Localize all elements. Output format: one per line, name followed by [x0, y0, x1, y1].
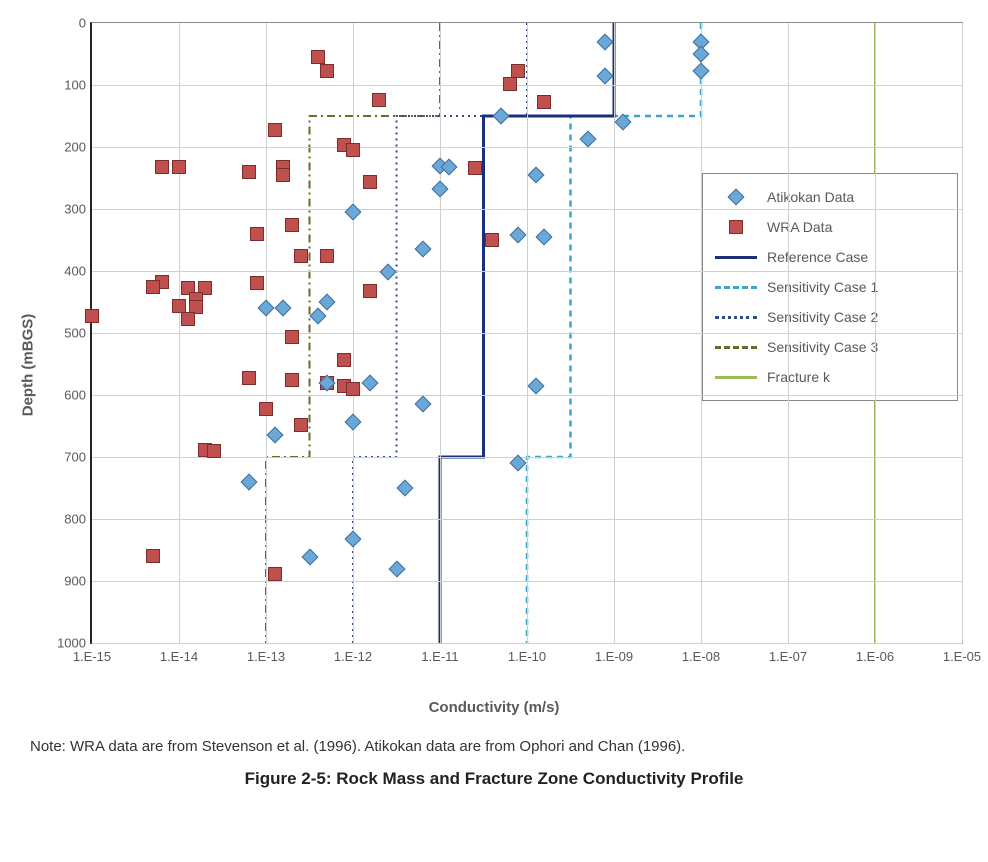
marker-wra [172, 160, 186, 174]
marker-wra [320, 249, 334, 263]
gridline-h [92, 457, 962, 458]
marker-wra [285, 330, 299, 344]
legend-item-atikokan: Atikokan Data [715, 182, 945, 212]
marker-wra [268, 567, 282, 581]
gridline-h [92, 209, 962, 210]
x-tick: 1.E-15 [73, 649, 111, 664]
legend-label: WRA Data [767, 219, 832, 235]
legend-swatch [715, 247, 757, 267]
gridline-h [92, 333, 962, 334]
legend-swatch [715, 217, 757, 237]
marker-wra [276, 168, 290, 182]
plot-area: Atikokan Data WRA Data Reference Case Sensi… [90, 22, 963, 644]
legend-label: Reference Case [767, 249, 868, 265]
legend-item-sens1: Sensitivity Case 1 [715, 272, 945, 302]
y-tick: 600 [64, 388, 86, 403]
legend-swatch [715, 187, 757, 207]
x-tick: 1.E-11 [421, 649, 458, 664]
marker-wra [181, 312, 195, 326]
legend-item-frac: Fracture k [715, 362, 945, 392]
y-tick: 200 [64, 140, 86, 155]
marker-wra [294, 249, 308, 263]
legend-item-ref: Reference Case [715, 242, 945, 272]
marker-wra [155, 160, 169, 174]
marker-wra [285, 373, 299, 387]
x-tick: 1.E-09 [595, 649, 633, 664]
marker-wra [250, 227, 264, 241]
x-tick: 1.E-14 [160, 649, 198, 664]
marker-wra [146, 280, 160, 294]
x-tick: 1.E-06 [856, 649, 894, 664]
gridline-h [92, 147, 962, 148]
legend-swatch [715, 277, 757, 297]
legend: Atikokan Data WRA Data Reference Case Sensi… [702, 173, 958, 401]
marker-wra [294, 418, 308, 432]
marker-wra [363, 175, 377, 189]
source-note: Note: WRA data are from Stevenson et al.… [30, 738, 958, 755]
x-tick: 1.E-07 [769, 649, 807, 664]
legend-swatch [715, 337, 757, 357]
y-axis-label: Depth (mBGS) [20, 314, 37, 417]
y-tick: 500 [64, 326, 86, 341]
marker-wra [503, 77, 517, 91]
marker-wra [468, 161, 482, 175]
legend-item-sens3: Sensitivity Case 3 [715, 332, 945, 362]
legend-label: Sensitivity Case 1 [767, 279, 878, 295]
legend-label: Sensitivity Case 3 [767, 339, 878, 355]
marker-wra [285, 218, 299, 232]
gridline-h [92, 643, 962, 644]
x-tick: 1.E-05 [943, 649, 981, 664]
marker-wra [485, 233, 499, 247]
marker-wra [85, 309, 99, 323]
gridline-h [92, 519, 962, 520]
marker-wra [268, 123, 282, 137]
legend-swatch [715, 307, 757, 327]
marker-wra [511, 64, 525, 78]
marker-wra [311, 50, 325, 64]
y-tick: 300 [64, 202, 86, 217]
conductivity-chart: Depth (mBGS) Atikokan Data WRA Data Refere… [10, 10, 978, 720]
y-tick: 100 [64, 78, 86, 93]
legend-label: Sensitivity Case 2 [767, 309, 878, 325]
y-tick: 0 [79, 16, 86, 31]
x-tick: 1.E-10 [508, 649, 546, 664]
marker-wra [250, 276, 264, 290]
gridline-v [962, 23, 963, 643]
marker-wra [146, 549, 160, 563]
x-tick: 1.E-13 [247, 649, 285, 664]
marker-wra [207, 444, 221, 458]
y-tick: 700 [64, 450, 86, 465]
marker-wra [337, 353, 351, 367]
gridline-h [92, 395, 962, 396]
x-tick: 1.E-12 [334, 649, 372, 664]
legend-label: Atikokan Data [767, 189, 854, 205]
marker-wra [537, 95, 551, 109]
marker-wra [346, 143, 360, 157]
x-tick: 1.E-08 [682, 649, 720, 664]
marker-wra [372, 93, 386, 107]
gridline-h [92, 85, 962, 86]
y-tick: 900 [64, 574, 86, 589]
legend-item-sens2: Sensitivity Case 2 [715, 302, 945, 332]
y-tick: 1000 [57, 636, 86, 651]
marker-wra [363, 284, 377, 298]
x-axis-label: Conductivity (m/s) [429, 699, 560, 716]
marker-wra [259, 402, 273, 416]
legend-label: Fracture k [767, 369, 830, 385]
gridline-h [92, 581, 962, 582]
legend-swatch [715, 367, 757, 387]
marker-wra [346, 382, 360, 396]
marker-wra [242, 165, 256, 179]
marker-wra [242, 371, 256, 385]
figure-caption: Figure 2-5: Rock Mass and Fracture Zone … [10, 769, 978, 789]
gridline-h [92, 271, 962, 272]
legend-item-wra: WRA Data [715, 212, 945, 242]
marker-wra [320, 64, 334, 78]
y-tick: 400 [64, 264, 86, 279]
y-tick: 800 [64, 512, 86, 527]
